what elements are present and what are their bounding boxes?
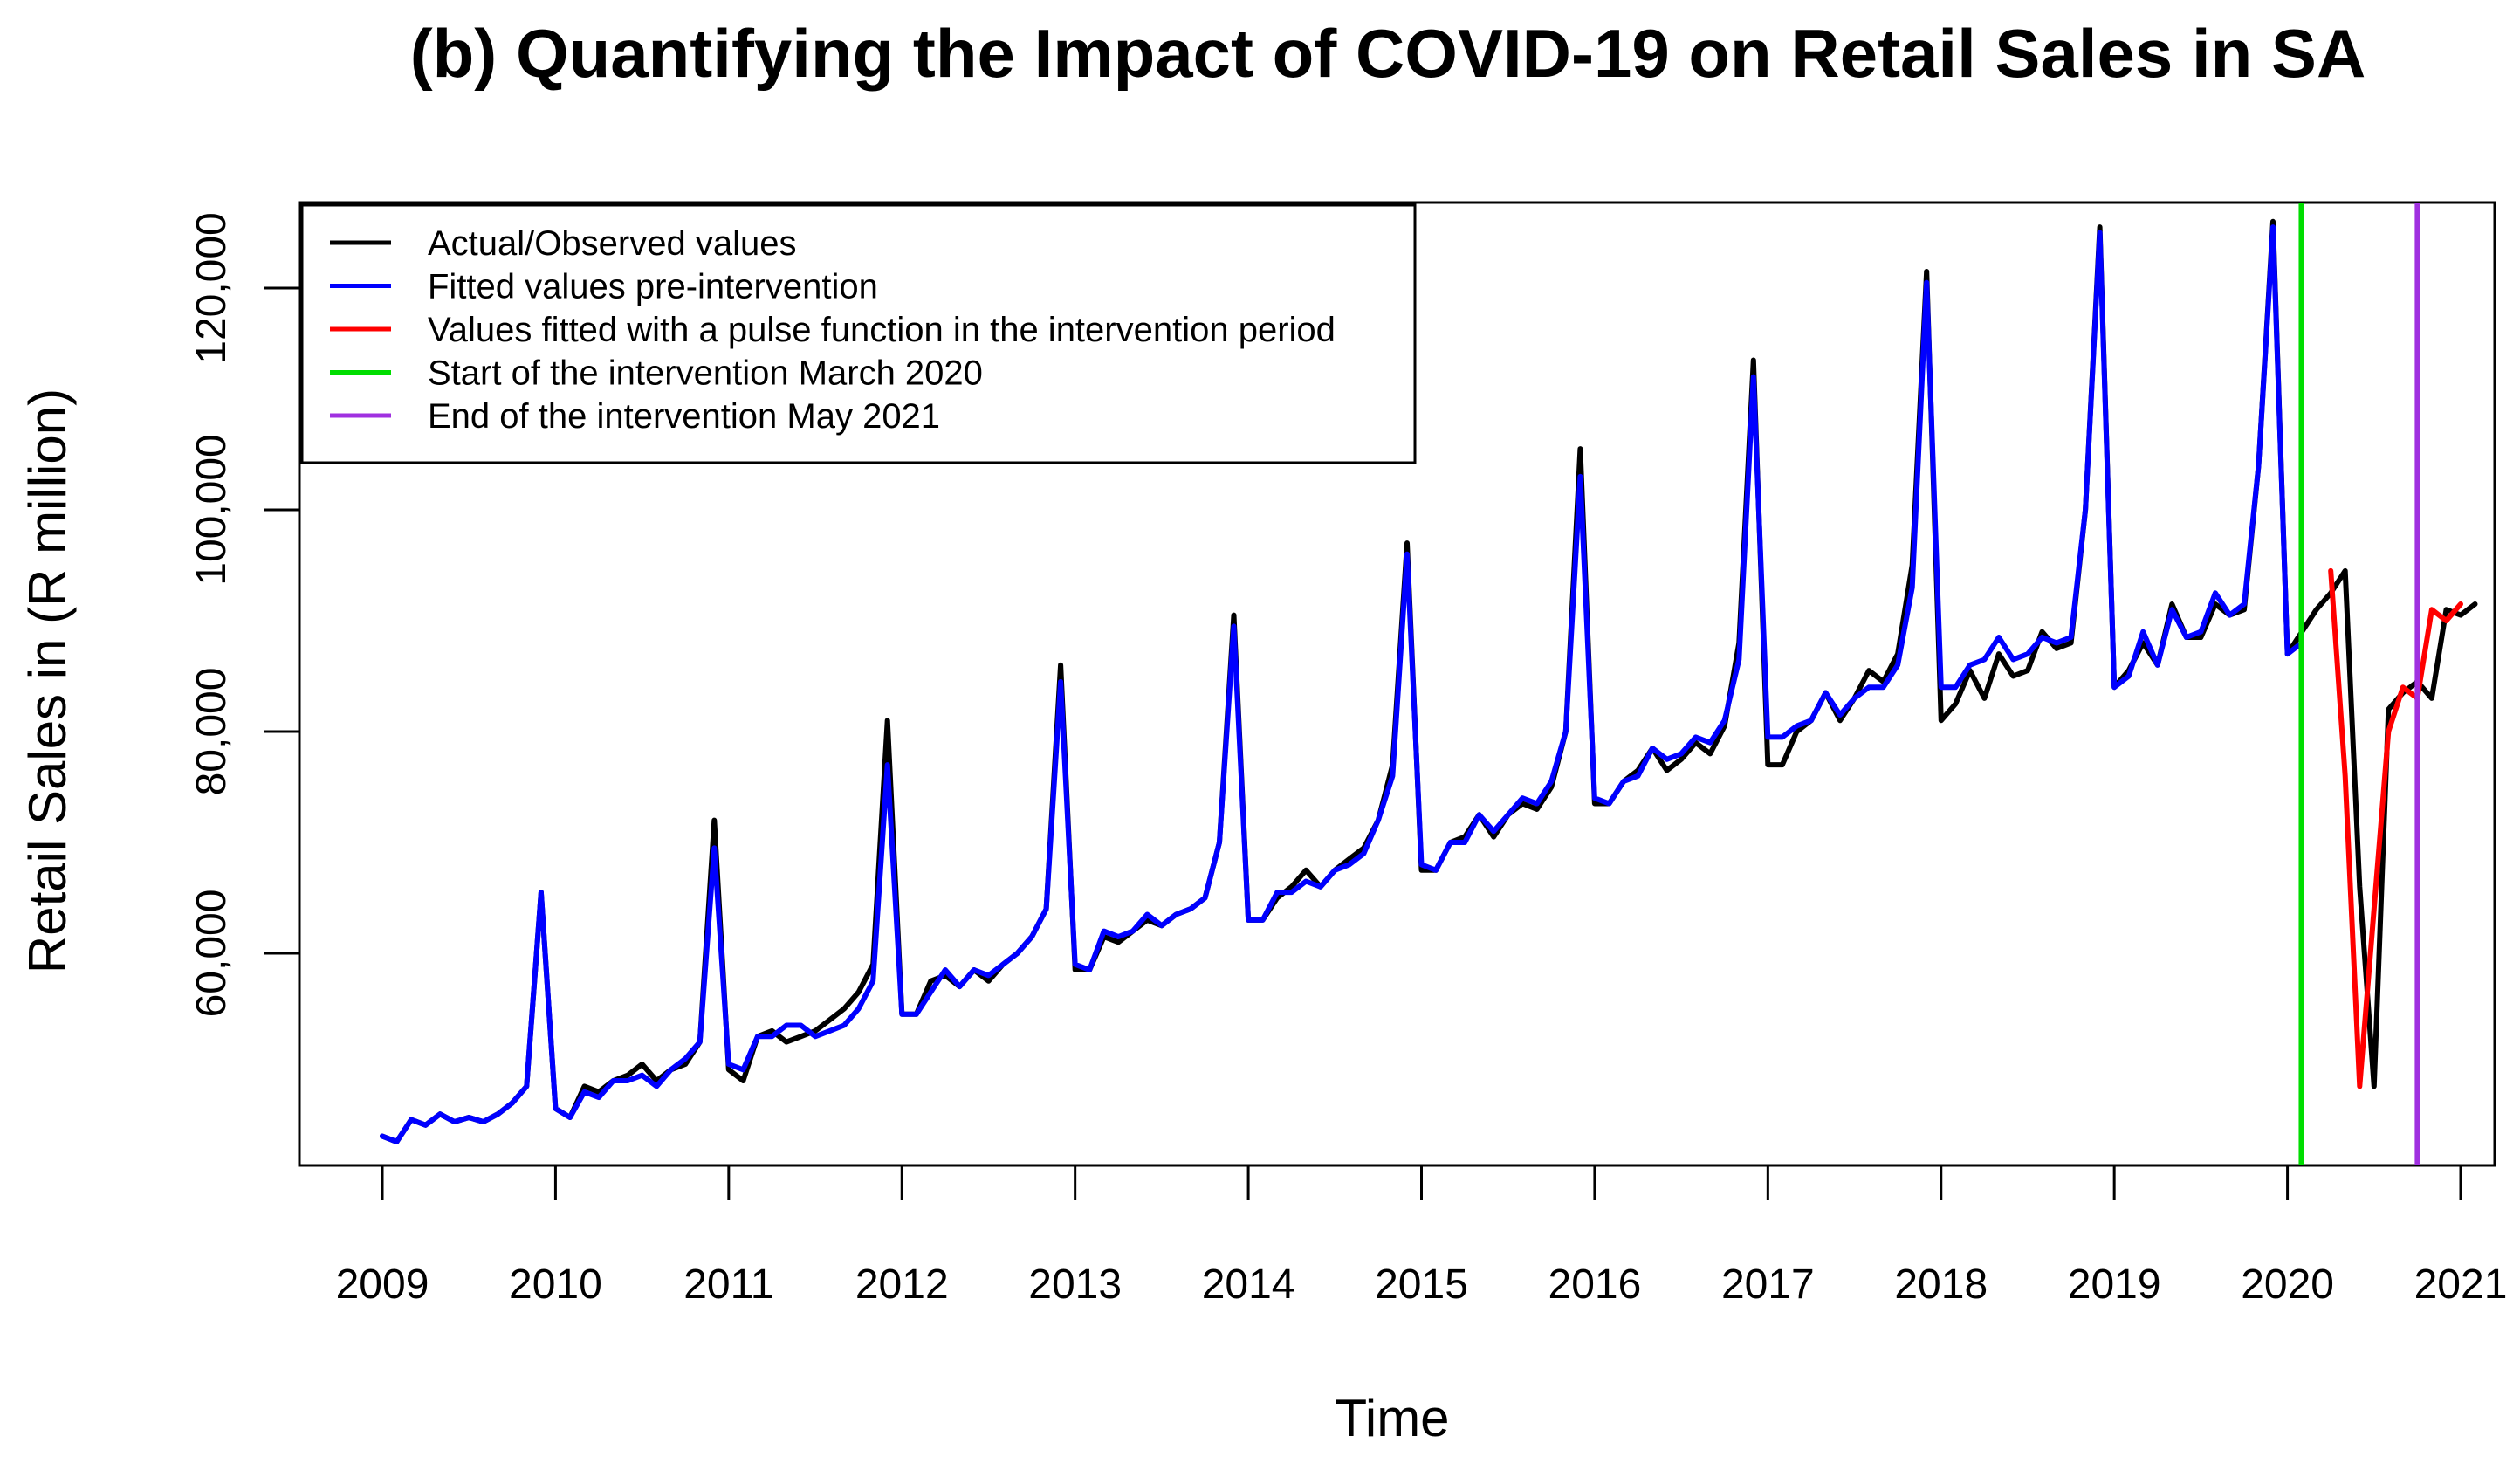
chart-title: (b) Quantifying the Impact of COVID-19 o…: [410, 15, 2366, 92]
x-tick-label-2011: 2011: [683, 1261, 773, 1308]
x-tick-label-2021: 2021: [2414, 1261, 2508, 1308]
legend-item-end: End of the intervention May 2021: [330, 397, 940, 436]
x-tick-label-2015: 2015: [1375, 1261, 1468, 1308]
x-tick-label-2009: 2009: [336, 1261, 429, 1308]
x-tick-label-2010: 2010: [509, 1261, 602, 1308]
legend-item-fitted: Fitted values pre-intervention: [330, 268, 878, 306]
x-tick-label-2014: 2014: [1202, 1261, 1295, 1308]
x-tick-label-2018: 2018: [1894, 1261, 1988, 1308]
legend: Actual/Observed values Fitted values pre-…: [300, 203, 1417, 464]
legend-item-fitted-label: Fitted values pre-intervention: [428, 268, 878, 306]
legend-box: [300, 203, 1417, 464]
legend-item-pulse-label: Values fitted with a pulse function in t…: [428, 311, 1336, 349]
y-axis-label: Retail Sales in (R million): [18, 388, 77, 973]
legend-item-start: Start of the intervention March 2020: [330, 354, 983, 393]
x-tick-label-2019: 2019: [2068, 1261, 2161, 1308]
legend-item-end-label: End of the intervention May 2021: [428, 397, 940, 436]
x-tick-label-2012: 2012: [855, 1261, 949, 1308]
legend-item-actual: Actual/Observed values: [330, 224, 796, 263]
pulse-series-line: [2328, 567, 2463, 1089]
legend-item-start-label: Start of the intervention March 2020: [428, 354, 983, 393]
series-layer: [380, 203, 2478, 1165]
x-tick-label-2020: 2020: [2241, 1261, 2334, 1308]
legend-item-pulse: Values fitted with a pulse function in t…: [330, 311, 1336, 349]
x-axis: 2009 2010 2011 2012 2013 2014 2015 2016 2017 2018…: [336, 1164, 2508, 1308]
x-tick-label-2013: 2013: [1028, 1261, 1122, 1308]
x-tick-label-2017: 2017: [1721, 1261, 1815, 1308]
y-tick-label-100000: 100,000: [189, 434, 235, 586]
y-tick-label-80000: 80,000: [189, 668, 235, 796]
x-axis-label: Time: [1335, 1389, 1449, 1447]
y-tick-label-120000: 120,000: [189, 212, 235, 364]
y-axis: 60,000 80,000 100,000 120,000: [189, 212, 301, 1018]
legend-item-actual-label: Actual/Observed values: [428, 224, 796, 263]
y-tick-label-60000: 60,000: [189, 890, 235, 1018]
x-tick-label-2016: 2016: [1548, 1261, 1642, 1308]
fitted-series-line: [380, 224, 2305, 1144]
